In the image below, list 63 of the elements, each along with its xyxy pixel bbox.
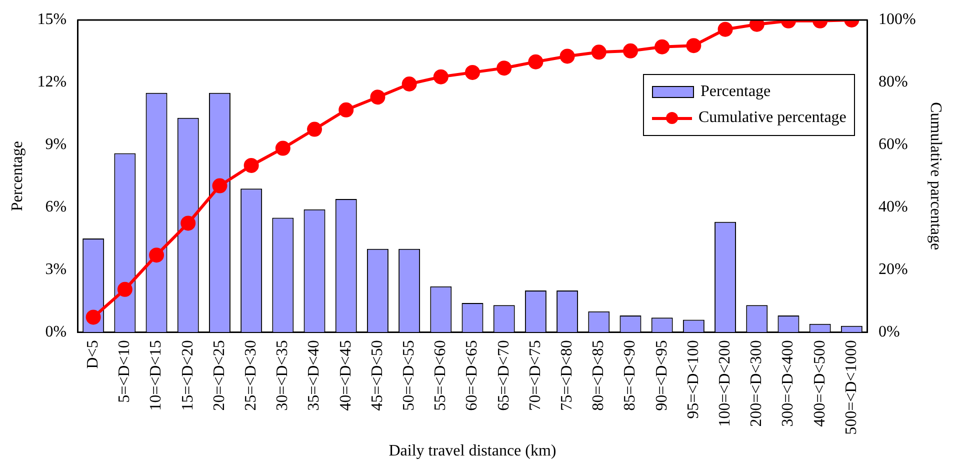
x-tick-label: 75=<D<80: [558, 340, 576, 411]
point: [654, 39, 670, 54]
legend-label: Cumulative percentage: [698, 108, 846, 128]
x-tick-label: 65=<D<70: [495, 340, 512, 411]
x-tick-label: 90=<D<95: [653, 340, 670, 411]
point: [496, 60, 512, 76]
x-tick-label: 80=<D<85: [590, 340, 608, 411]
x-tick-label: D<5: [84, 340, 102, 369]
point: [212, 178, 228, 194]
x-tick-label: 400=<D<500: [811, 340, 828, 427]
x-tick-label: 45=<D<50: [368, 340, 386, 411]
x-tick-label: 15=<D<20: [179, 340, 196, 411]
y2-tick-label: 100%: [878, 11, 916, 28]
x-tick-label: 85=<D<90: [622, 340, 639, 411]
x-tick-label: 60=<D<65: [464, 340, 481, 411]
y-tick-label: 0%: [45, 323, 67, 340]
x-axis-title: Daily travel distance (km): [388, 442, 556, 460]
point: [180, 216, 196, 231]
point: [622, 43, 638, 58]
x-tick-label: 55=<D<60: [432, 340, 450, 411]
y2-tick-label: 40%: [878, 198, 908, 216]
x-tick-label: 95=<D<100: [684, 340, 702, 419]
point: [465, 64, 480, 80]
point: [560, 48, 575, 64]
x-tick-label: 70=<D<75: [526, 340, 544, 411]
x-tick-label: 300=<D<400: [780, 340, 797, 427]
y-tick-label: 15%: [37, 11, 67, 28]
x-tick-label: 30=<D<35: [274, 340, 292, 411]
point: [117, 282, 132, 297]
point: [370, 90, 386, 105]
x-tick-label: 10=<D<15: [148, 340, 165, 411]
y-tick-label: 12%: [37, 74, 67, 91]
y2-axis-title: Cumulative parcentage: [927, 102, 944, 250]
y2-tick-label: 80%: [878, 74, 908, 91]
legend-label: Percentage: [700, 82, 771, 102]
y2-tick-label: 20%: [878, 260, 908, 278]
y2-tick-label: 60%: [878, 136, 908, 154]
point: [433, 69, 448, 84]
point: [402, 76, 417, 92]
y-tick-label: 3%: [45, 260, 67, 278]
x-tick-label: 100=<D<200: [716, 340, 734, 427]
x-tick-label: 20=<D<25: [210, 340, 228, 411]
x-tick-label: 25=<D<30: [242, 340, 260, 411]
point: [307, 122, 322, 137]
x-tick-label: 200=<D<300: [748, 340, 766, 427]
point: [86, 310, 101, 325]
point: [686, 38, 702, 54]
point: [275, 140, 290, 156]
point: [528, 54, 544, 70]
y2-tick-label: 0%: [878, 323, 900, 340]
x-tick-label: 500=<D<1000: [842, 340, 860, 435]
y-tick-label: 6%: [45, 198, 67, 216]
y-axis-title: Percentage: [8, 140, 26, 212]
y-tick-label: 9%: [45, 136, 67, 154]
point: [338, 102, 354, 118]
point: [149, 248, 164, 263]
x-tick-label: 35=<D<40: [306, 340, 323, 411]
point: [718, 22, 733, 37]
x-tick-label: 50=<D<55: [400, 340, 418, 411]
point: [244, 158, 259, 173]
x-tick-label: 5=<D<10: [116, 340, 134, 403]
x-tick-label: 40=<D<45: [337, 340, 354, 411]
point: [591, 44, 606, 60]
